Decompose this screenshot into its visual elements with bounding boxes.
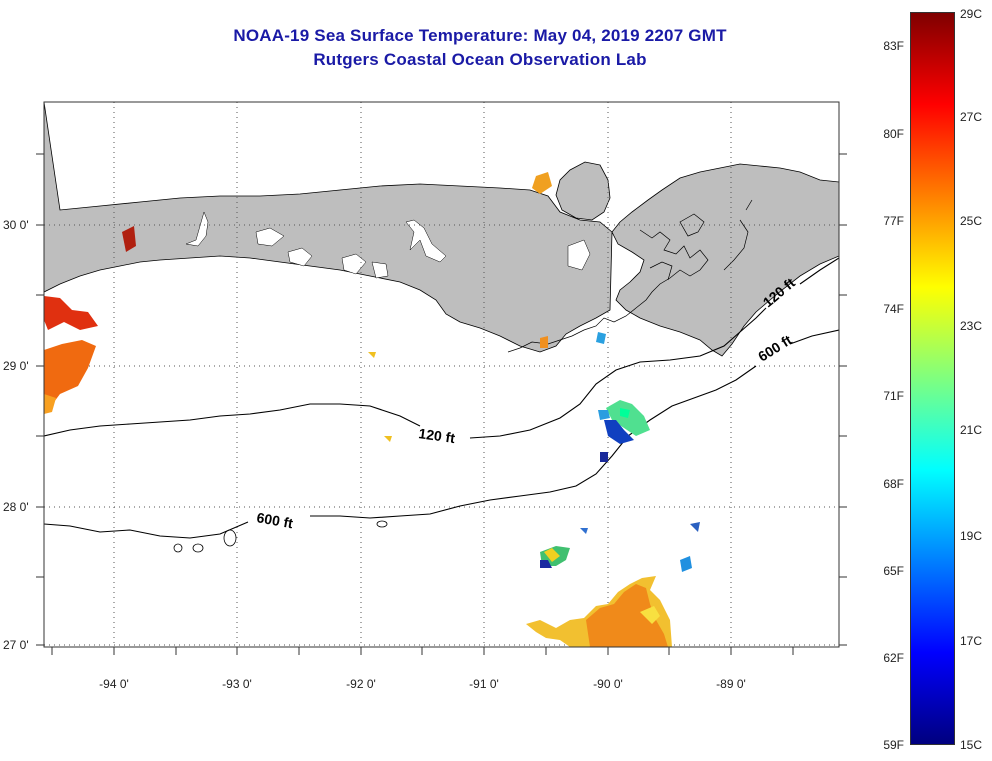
lon-label-94: -94 0' (99, 677, 129, 691)
colorbar-label-17c: 17C (960, 634, 983, 648)
lon-label-89: -89 0' (716, 677, 746, 691)
colorbar-label-19c: 19C (960, 529, 983, 543)
colorbar-label-29c: 29C (960, 7, 983, 21)
sst-data-patches (44, 172, 700, 647)
colorbar-label-27c: 27C (960, 110, 983, 124)
contour-label-600ft-west: 600 ft (255, 509, 294, 531)
colorbar-label-15c: 15C (960, 738, 983, 752)
colorbar-label-77f: 77F (883, 214, 904, 228)
contour-label-120ft-west: 120 ft (418, 425, 457, 446)
land-area (44, 102, 839, 357)
lon-label-91: -91 0' (469, 677, 499, 691)
colorbar-label-25c: 25C (960, 214, 983, 228)
colorbar-label-83f: 83F (883, 39, 904, 53)
lon-label-90: -90 0' (593, 677, 623, 691)
lat-label-28: 28 0' (3, 500, 29, 514)
colorbar-label-23c: 23C (960, 319, 983, 333)
delta-coastline (507, 199, 753, 353)
colorbar-label-71f: 71F (883, 389, 904, 403)
lat-label-30: 30 0' (3, 218, 29, 232)
lat-label-27: 27 0' (3, 638, 29, 652)
colorbar-label-65f: 65F (883, 564, 904, 578)
grid-lines (44, 102, 839, 647)
temperature-colorbar (910, 12, 955, 745)
colorbar-label-62f: 62F (883, 651, 904, 665)
contour-120ft (44, 257, 839, 439)
lon-label-92: -92 0' (346, 677, 376, 691)
contour-small-loops (173, 520, 388, 553)
colorbar-label-59f: 59F (883, 738, 904, 752)
colorbar-label-80f: 80F (883, 127, 904, 141)
lat-label-29: 29 0' (3, 359, 29, 373)
colorbar-label-68f: 68F (883, 477, 904, 491)
map-subtitle: Rutgers Coastal Ocean Observation Lab (313, 50, 647, 69)
axis-ticks (36, 153, 847, 655)
lon-label-93: -93 0' (222, 677, 252, 691)
map-frame (43, 101, 840, 648)
colorbar-label-74f: 74F (883, 302, 904, 316)
contour-600ft (44, 329, 839, 539)
map-title: NOAA-19 Sea Surface Temperature: May 04,… (233, 26, 727, 45)
colorbar-label-21c: 21C (960, 423, 983, 437)
